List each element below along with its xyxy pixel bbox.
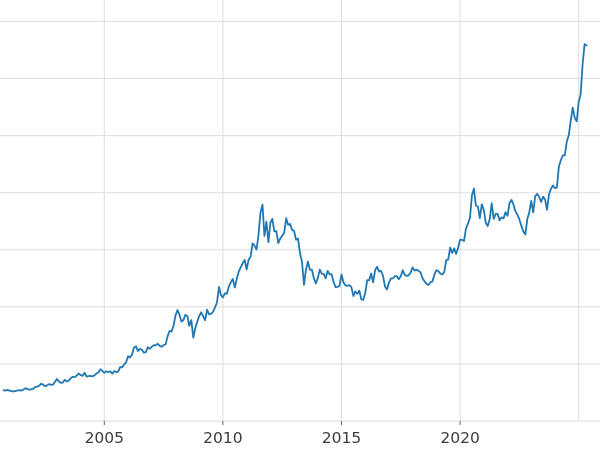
x-tick-label: 2010 [203, 429, 242, 447]
price-line [2, 43, 588, 393]
x-tick-label: 2015 [322, 429, 361, 447]
x-tick-label: 2020 [440, 429, 479, 447]
x-tick-label: 2005 [85, 429, 124, 447]
